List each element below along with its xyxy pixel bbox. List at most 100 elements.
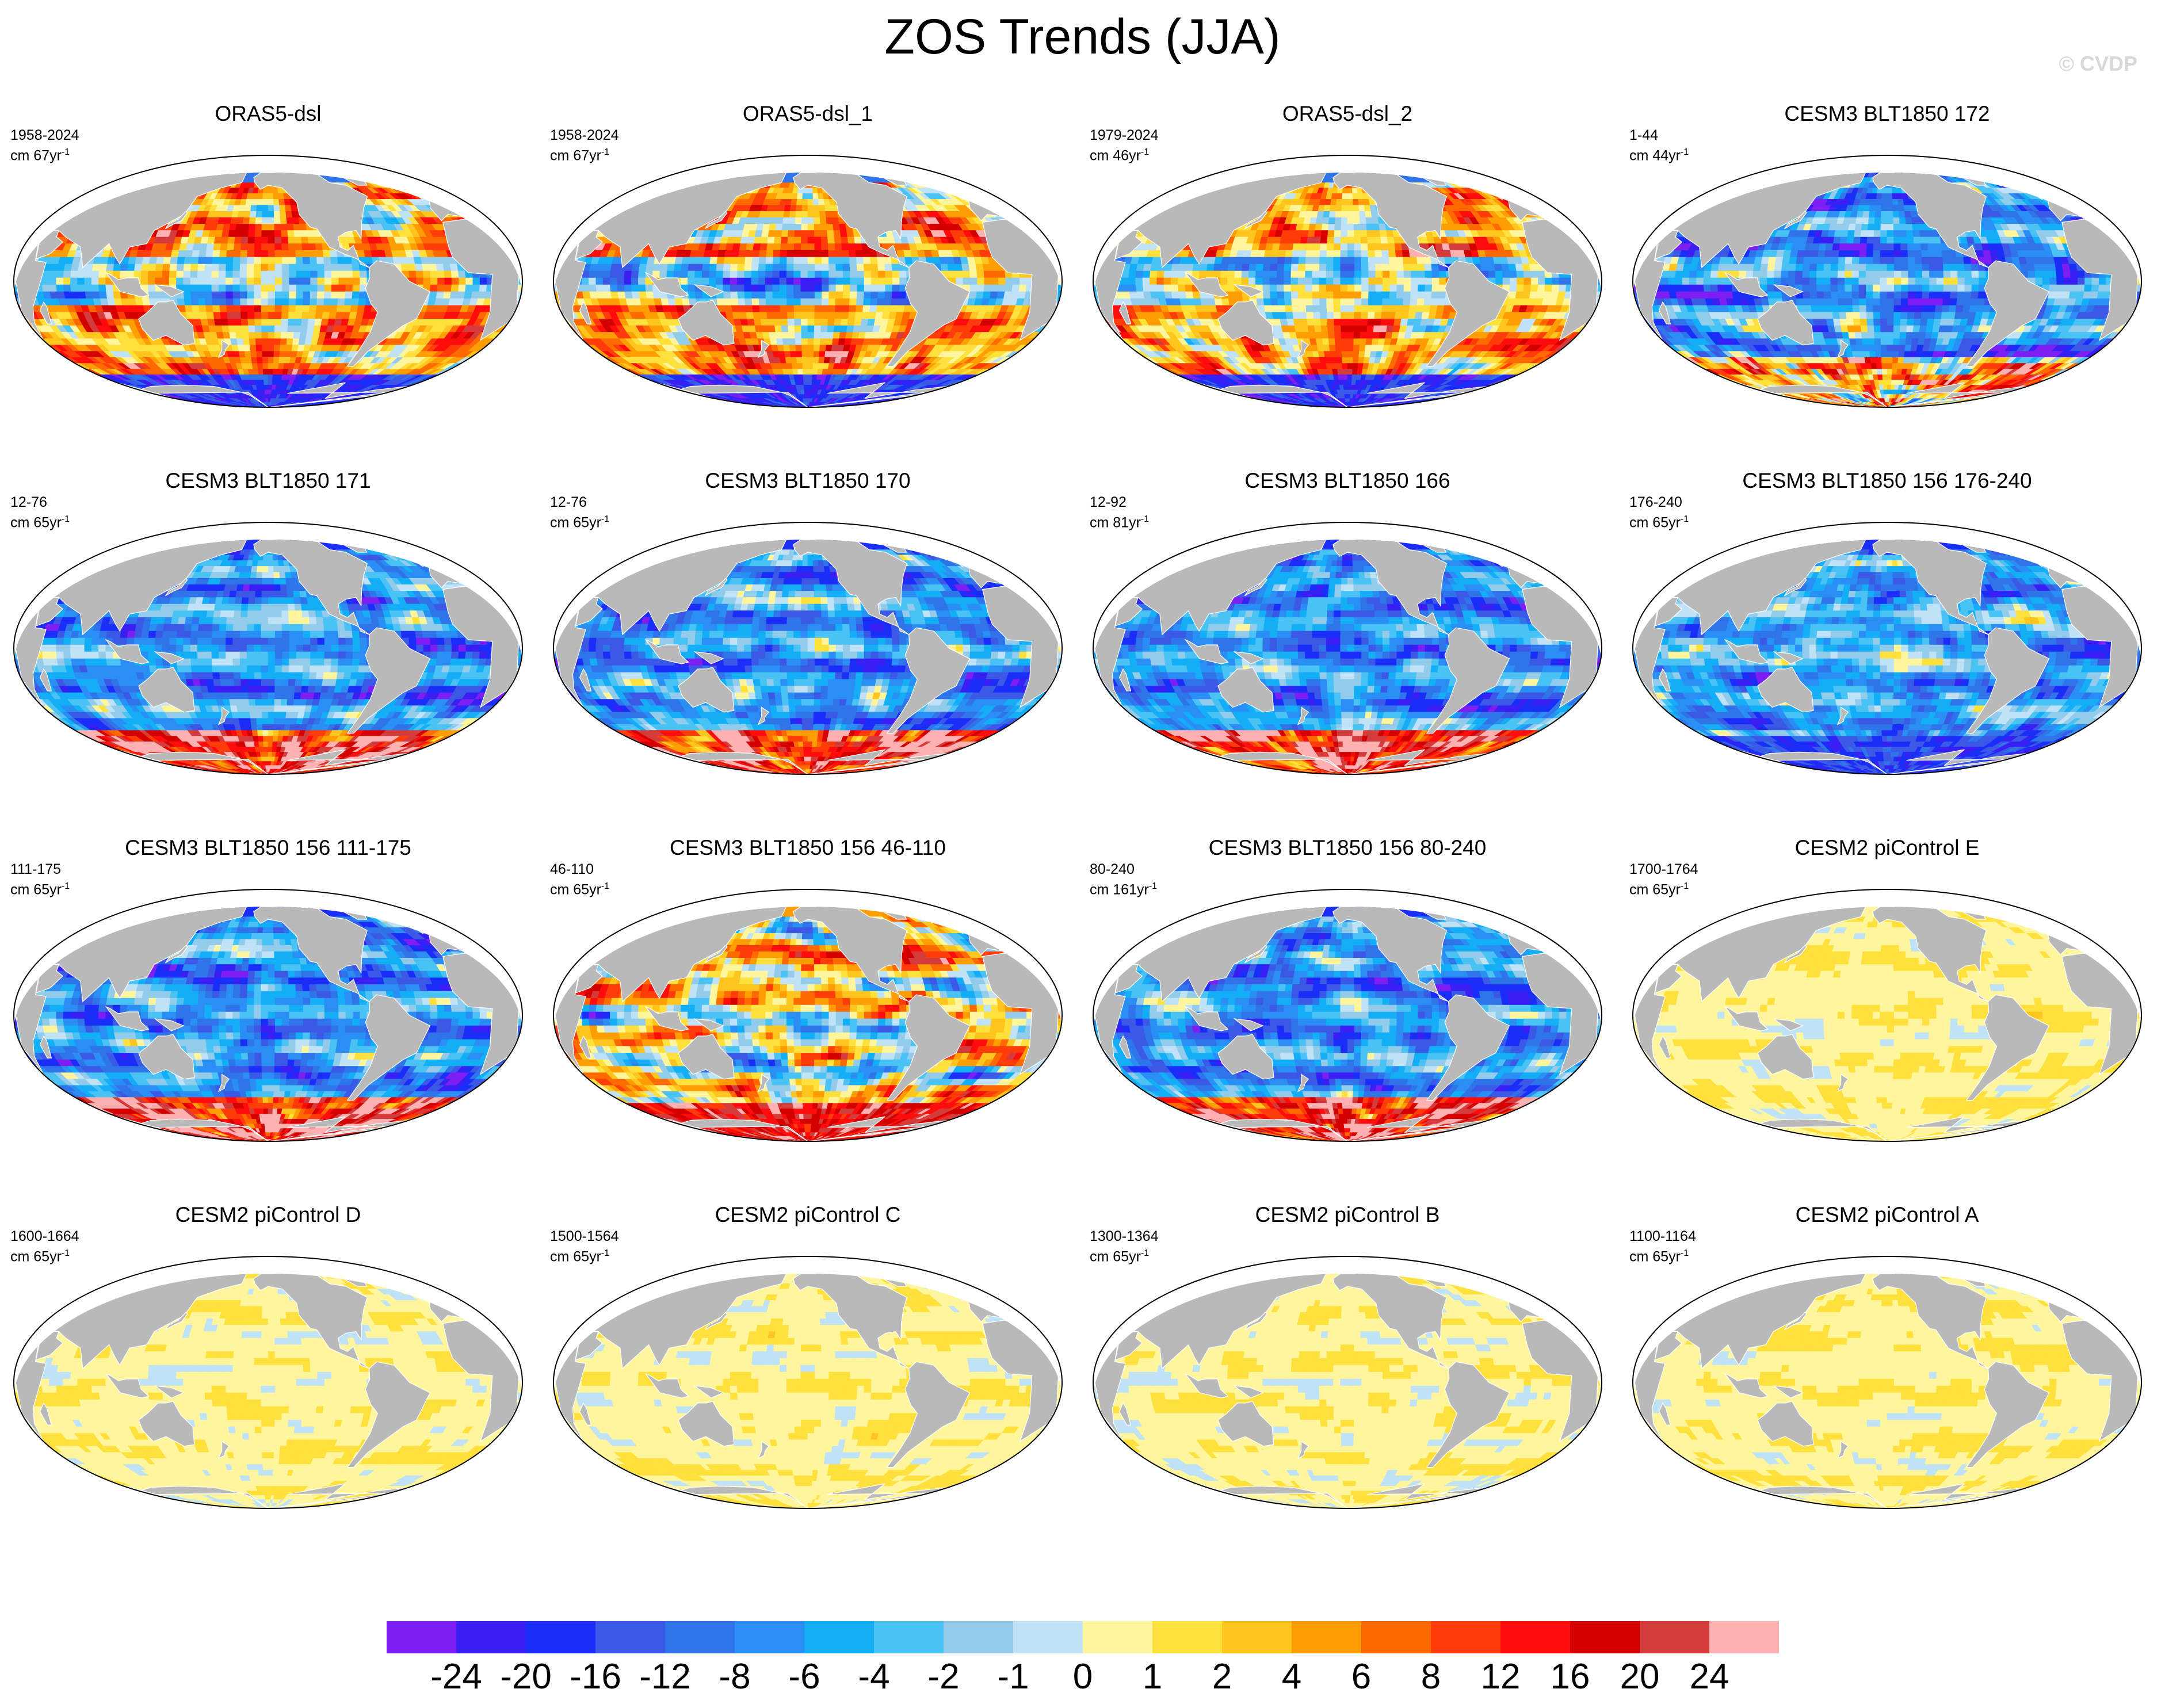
trend-cell	[410, 188, 426, 194]
trend-cell	[814, 224, 821, 231]
trend-cell	[715, 173, 730, 178]
trend-cell	[801, 224, 808, 231]
trend-cell	[307, 236, 316, 244]
trend-cell	[833, 158, 850, 161]
trend-cell	[266, 161, 269, 164]
trend-cell	[286, 158, 298, 161]
trend-cell	[801, 211, 808, 218]
trend-cell	[635, 193, 652, 200]
trend-cell	[334, 168, 347, 173]
trend-cell	[254, 236, 262, 244]
trend-cell	[616, 199, 632, 205]
trend-cell	[218, 164, 229, 168]
trend-cell	[268, 236, 276, 244]
trend-cell	[772, 277, 780, 285]
trend-cell	[70, 284, 78, 292]
trend-cell	[245, 357, 253, 364]
trend-cell	[444, 284, 452, 292]
trend-cell	[84, 284, 93, 292]
trend-cell	[261, 277, 269, 285]
trend-cell	[407, 263, 417, 272]
trend-cell	[125, 182, 141, 189]
trend-cell	[268, 363, 274, 369]
trend-cell	[274, 161, 278, 164]
trend-cell	[437, 270, 445, 278]
trend-cell	[870, 263, 879, 272]
trend-cell	[148, 270, 156, 278]
trend-cell	[163, 250, 173, 258]
trend-cell	[872, 173, 885, 178]
trend-cell	[127, 263, 136, 272]
trend-cell	[770, 164, 780, 168]
trend-cell	[816, 158, 823, 161]
trend-cell	[796, 205, 803, 212]
trend-cell	[144, 173, 161, 178]
trend-cell	[295, 243, 303, 251]
trend-cell	[602, 277, 610, 285]
trend-cell	[821, 243, 829, 251]
trend-cell	[673, 270, 682, 278]
trend-cell	[287, 168, 293, 173]
trend-cell	[240, 243, 249, 251]
trend-cell	[797, 161, 802, 164]
trend-cell	[908, 173, 925, 178]
trend-cell	[316, 291, 325, 299]
trend-cell	[176, 270, 184, 278]
trend-cell	[494, 230, 507, 238]
trend-cell	[264, 380, 269, 385]
trend-cell	[175, 168, 190, 173]
trend-cell	[744, 263, 753, 272]
trend-cell	[316, 161, 333, 164]
trend-cell	[737, 263, 745, 272]
trend-cell	[776, 168, 783, 173]
trend-cell	[274, 284, 282, 292]
trend-cell	[248, 332, 256, 339]
trend-cell	[285, 345, 293, 352]
trend-cell	[286, 338, 294, 346]
trend-cell	[262, 158, 266, 161]
trend-cell	[587, 217, 601, 224]
trend-cell	[821, 164, 827, 168]
trend-cell	[780, 158, 792, 161]
trend-cell	[748, 161, 764, 164]
trend-cell	[255, 217, 262, 224]
trend-cell	[660, 182, 677, 189]
trend-cell	[399, 182, 415, 189]
trend-cell	[351, 298, 360, 306]
trend-cell	[232, 257, 241, 265]
trend-cell	[289, 284, 297, 292]
trend-cell	[991, 277, 999, 285]
trend-cell	[226, 250, 234, 258]
trend-cell	[245, 161, 253, 164]
trend-cell	[222, 230, 230, 238]
trend-cell	[807, 193, 814, 200]
trend-cell	[235, 161, 245, 164]
trend-cell	[756, 161, 770, 164]
trend-cell	[226, 270, 234, 278]
trend-cell	[892, 284, 900, 292]
trend-cell	[820, 161, 826, 164]
trend-cell	[277, 168, 282, 173]
trend-cell	[827, 236, 835, 244]
trend-cell	[730, 277, 738, 285]
trend-cell	[345, 291, 353, 299]
trend-cell	[820, 158, 830, 161]
trend-cell	[284, 161, 292, 164]
trend-cell	[831, 164, 839, 168]
trend-cell	[769, 161, 780, 164]
trend-cell	[796, 158, 801, 161]
trend-cell	[1018, 284, 1027, 292]
trend-cell	[29, 230, 43, 238]
trend-cell	[337, 257, 346, 265]
trend-cell	[257, 168, 262, 173]
trend-cell	[268, 168, 272, 173]
trend-cell	[878, 164, 895, 168]
trend-cell	[63, 284, 71, 292]
trend-cell	[930, 182, 946, 189]
trend-cell	[268, 217, 275, 224]
trend-cell	[286, 161, 294, 164]
trend-cell	[286, 217, 294, 224]
trend-cell	[430, 270, 438, 278]
trend-cell	[183, 291, 192, 299]
trend-cell	[835, 158, 853, 161]
